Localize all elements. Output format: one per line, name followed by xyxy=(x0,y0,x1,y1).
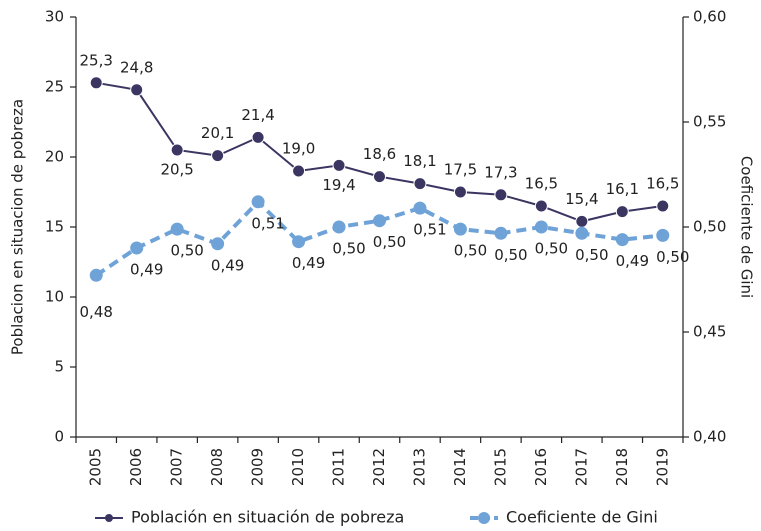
point xyxy=(494,226,508,240)
data-label: 0,50 xyxy=(656,248,689,266)
y-tick-label: 30 xyxy=(45,8,64,26)
y-tick-label: 0 xyxy=(54,428,64,446)
y2-tick-label: 0,60 xyxy=(693,8,726,26)
data-label: 0,50 xyxy=(332,240,365,258)
point xyxy=(413,201,427,215)
data-label: 18,6 xyxy=(363,145,396,163)
y2-tick-label: 0,55 xyxy=(693,113,726,131)
data-label: 0,49 xyxy=(616,252,649,270)
data-label: 17,3 xyxy=(484,163,517,181)
point xyxy=(211,149,225,163)
x-tick-label: 2009 xyxy=(249,448,267,486)
data-label: 0,51 xyxy=(251,214,284,232)
data-label: 16,5 xyxy=(646,175,679,193)
data-label: 24,8 xyxy=(120,58,153,76)
y2-axis-label: Coeficiente de Gini xyxy=(738,156,756,298)
data-label: 19,0 xyxy=(282,140,315,158)
point xyxy=(89,76,103,90)
point xyxy=(251,195,265,209)
point xyxy=(292,164,306,178)
point xyxy=(373,170,386,184)
data-label: 25,3 xyxy=(80,51,113,69)
y2-tick-label: 0,45 xyxy=(693,323,726,341)
data-label: 0,50 xyxy=(494,246,527,264)
data-label: 0,49 xyxy=(292,254,325,272)
x-tick-label: 2014 xyxy=(451,448,469,486)
point xyxy=(615,233,629,247)
point xyxy=(494,188,508,202)
data-label: 15,4 xyxy=(565,190,598,208)
data-label: 0,50 xyxy=(373,233,406,251)
x-tick-label: 2016 xyxy=(532,448,550,486)
point xyxy=(453,222,467,236)
x-tick-label: 2017 xyxy=(572,448,590,486)
x-tick-label: 2007 xyxy=(168,448,186,486)
data-label: 0,50 xyxy=(170,242,203,260)
point xyxy=(534,220,548,234)
point xyxy=(413,177,427,191)
point xyxy=(534,199,548,213)
y2-tick-label: 0,40 xyxy=(693,428,726,446)
data-label: 20,5 xyxy=(160,161,193,179)
point xyxy=(575,226,589,240)
data-label: 21,4 xyxy=(241,106,274,124)
point xyxy=(89,268,103,282)
point xyxy=(251,130,265,144)
point xyxy=(332,220,346,234)
point xyxy=(656,199,670,213)
point xyxy=(615,205,629,219)
legend-label: Población en situación de pobreza xyxy=(131,508,404,527)
x-tick-label: 2011 xyxy=(330,448,348,486)
data-label: 0,49 xyxy=(211,256,244,274)
series-line xyxy=(95,198,663,277)
point xyxy=(656,228,670,242)
data-label: 0,49 xyxy=(130,261,163,279)
x-tick-label: 2019 xyxy=(653,448,671,486)
x-tick-label: 2010 xyxy=(289,448,307,486)
legend-marker xyxy=(478,512,490,524)
x-tick-label: 2006 xyxy=(127,448,145,486)
data-label: 0,50 xyxy=(454,242,487,260)
x-tick-label: 2018 xyxy=(613,448,631,486)
point xyxy=(170,143,184,157)
data-label: 0,50 xyxy=(535,240,568,258)
point xyxy=(130,241,144,255)
y2-tick-label: 0,50 xyxy=(693,218,726,236)
x-tick-label: 2015 xyxy=(491,448,509,486)
y-tick-label: 20 xyxy=(45,148,64,166)
data-label: 0,50 xyxy=(575,246,608,264)
point xyxy=(575,214,589,228)
point xyxy=(332,158,346,172)
data-label: 16,1 xyxy=(606,180,639,198)
point xyxy=(130,83,144,97)
x-tick-label: 2013 xyxy=(410,448,428,486)
legend-marker xyxy=(105,514,113,522)
point xyxy=(170,222,184,236)
data-label: 20,1 xyxy=(201,124,234,142)
y-tick-label: 15 xyxy=(45,218,64,236)
data-label: 18,1 xyxy=(403,152,436,170)
x-tick-label: 2008 xyxy=(208,448,226,486)
data-label: 16,5 xyxy=(525,175,558,193)
y-tick-label: 10 xyxy=(45,288,64,306)
x-tick-label: 2012 xyxy=(370,448,388,486)
point xyxy=(292,235,306,249)
legend-label: Coeficiente de Gini xyxy=(506,508,658,527)
y-tick-label: 5 xyxy=(54,358,64,376)
data-label: 0,51 xyxy=(413,221,446,239)
x-tick-label: 2005 xyxy=(87,448,105,486)
data-label: 19,4 xyxy=(322,176,355,194)
y-tick-label: 25 xyxy=(45,78,64,96)
point xyxy=(373,214,386,228)
point xyxy=(211,237,225,251)
y-axis-label: Poblacion en situacion de pobreza xyxy=(9,99,27,355)
point xyxy=(453,185,467,199)
data-label: 0,48 xyxy=(80,303,113,321)
data-label: 17,5 xyxy=(444,161,477,179)
